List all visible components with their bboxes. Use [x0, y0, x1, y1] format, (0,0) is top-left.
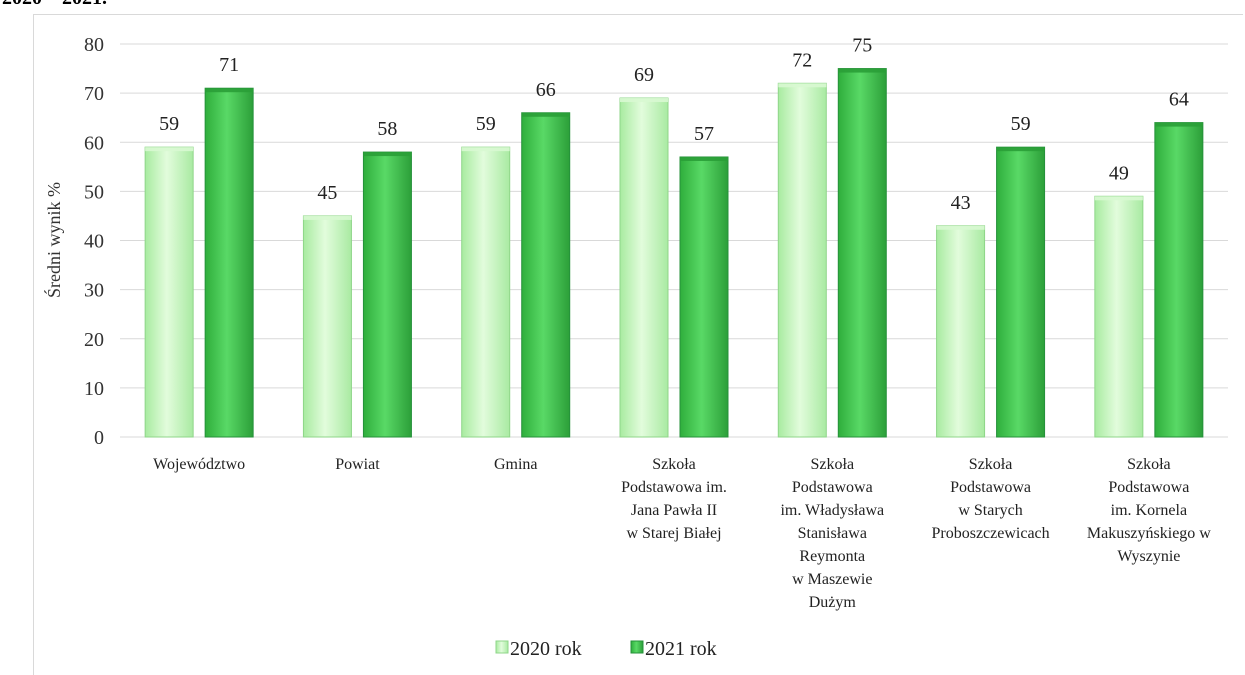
data-label: 66 — [536, 79, 556, 101]
chart-frame — [33, 14, 1243, 675]
bar-2020-top-edge — [1094, 196, 1143, 201]
x-category-label: Podstawowa — [1108, 479, 1189, 496]
bar-2021 — [837, 68, 887, 438]
data-label: 49 — [1109, 162, 1129, 184]
category-labels: Województwo Powiat Gmina Szkoła Podstawowa i… — [153, 456, 1211, 611]
x-category-label: w Starych — [958, 502, 1022, 519]
bar-2020-top-edge — [145, 147, 194, 152]
bar-2021-top-edge — [838, 68, 887, 73]
grid-lines — [120, 43, 1228, 438]
data-labels: 59 71 45 58 59 66 69 57 72 75 43 59 49 64 — [159, 35, 1189, 214]
data-label: 57 — [694, 123, 714, 145]
y-tick-label: 50 — [84, 181, 104, 203]
bar-2020-top-edge — [778, 83, 827, 88]
x-category-label: Wyszynie — [1117, 548, 1180, 565]
y-tick-label: 40 — [84, 231, 104, 253]
x-category-label: Szkoła — [1127, 456, 1171, 473]
data-label: 45 — [317, 182, 337, 204]
y-tick-label: 30 — [84, 280, 104, 302]
y-tick-label: 0 — [94, 427, 104, 449]
bar-2020 — [936, 225, 986, 438]
bar-2021 — [521, 112, 571, 438]
bar-2020 — [619, 97, 669, 438]
x-category-label: Szkoła — [652, 456, 696, 473]
legend: 2020 rok 2021 rok — [495, 638, 717, 660]
bar-2021-top-edge — [1154, 122, 1203, 127]
x-category-label: Szkoła — [811, 456, 855, 473]
bar-2020-top-edge — [620, 98, 668, 103]
x-category-label: Proboszczewicach — [931, 525, 1049, 542]
x-category-label: im. Władysława — [780, 502, 884, 519]
data-label: 72 — [792, 49, 812, 71]
y-tick-label: 10 — [84, 378, 104, 400]
bar-2021 — [362, 151, 412, 438]
bar-2020 — [461, 146, 511, 438]
legend-swatch-2020 — [495, 640, 509, 654]
bar-2021 — [204, 87, 254, 438]
legend-swatch-2021 — [630, 640, 644, 654]
data-label: 71 — [219, 54, 239, 76]
bar-2021 — [679, 156, 729, 438]
bar-2021 — [996, 146, 1046, 438]
y-tick-label: 70 — [84, 83, 104, 105]
page-top-text: 2020 – 2021. — [2, 0, 107, 10]
bar-2020 — [777, 82, 827, 438]
y-axis-ticks: 0 10 20 30 40 50 60 70 80 — [84, 34, 104, 449]
x-category-label: w Starej Białej — [626, 525, 721, 542]
bar-2020-top-edge — [461, 147, 510, 152]
x-category-label: Dużym — [809, 594, 857, 611]
bar-2021-top-edge — [363, 152, 412, 157]
bar-2020 — [1094, 195, 1144, 438]
x-category-label: Podstawowa im. — [621, 479, 727, 496]
bar-2021 — [1154, 122, 1204, 438]
x-category-label: Gmina — [494, 456, 538, 473]
x-category-label: Szkoła — [969, 456, 1013, 473]
x-category-label: Stanisława — [798, 525, 867, 542]
x-category-label: Województwo — [153, 456, 245, 473]
bar-2020 — [302, 215, 352, 438]
data-label: 69 — [634, 64, 654, 86]
x-category-label: Podstawowa — [950, 479, 1031, 496]
bar-2021-top-edge — [996, 147, 1045, 152]
data-label: 64 — [1169, 89, 1189, 111]
y-tick-label: 60 — [84, 132, 104, 154]
x-category-label: Makuszyńskiego w — [1087, 525, 1211, 542]
bar-2020-top-edge — [936, 225, 985, 230]
y-axis-title: Średni wynik % — [43, 182, 64, 298]
bar-2021-top-edge — [205, 88, 254, 93]
bar-2021-top-edge — [680, 156, 728, 161]
bar-2020 — [144, 146, 194, 438]
x-category-label: Podstawowa — [792, 479, 873, 496]
y-tick-label: 80 — [84, 34, 104, 56]
data-label: 59 — [159, 113, 179, 135]
data-label: 59 — [476, 113, 496, 135]
bar-2020-top-edge — [303, 215, 352, 220]
bars — [144, 68, 1204, 438]
x-category-label: im. Kornela — [1111, 502, 1187, 519]
legend-label-2020: 2020 rok — [510, 638, 582, 660]
data-label: 59 — [1011, 113, 1031, 135]
x-category-label: Powiat — [335, 456, 380, 473]
data-label: 43 — [951, 192, 971, 214]
x-category-label: w Maszewie — [792, 571, 872, 588]
x-category-label: Jana Pawła II — [631, 502, 717, 519]
x-category-label: Reymonta — [799, 548, 865, 565]
data-label: 58 — [377, 118, 397, 140]
data-label: 75 — [852, 35, 872, 57]
bar-2021-top-edge — [521, 112, 570, 117]
y-tick-label: 20 — [84, 329, 104, 351]
legend-label-2021: 2021 rok — [645, 638, 717, 660]
